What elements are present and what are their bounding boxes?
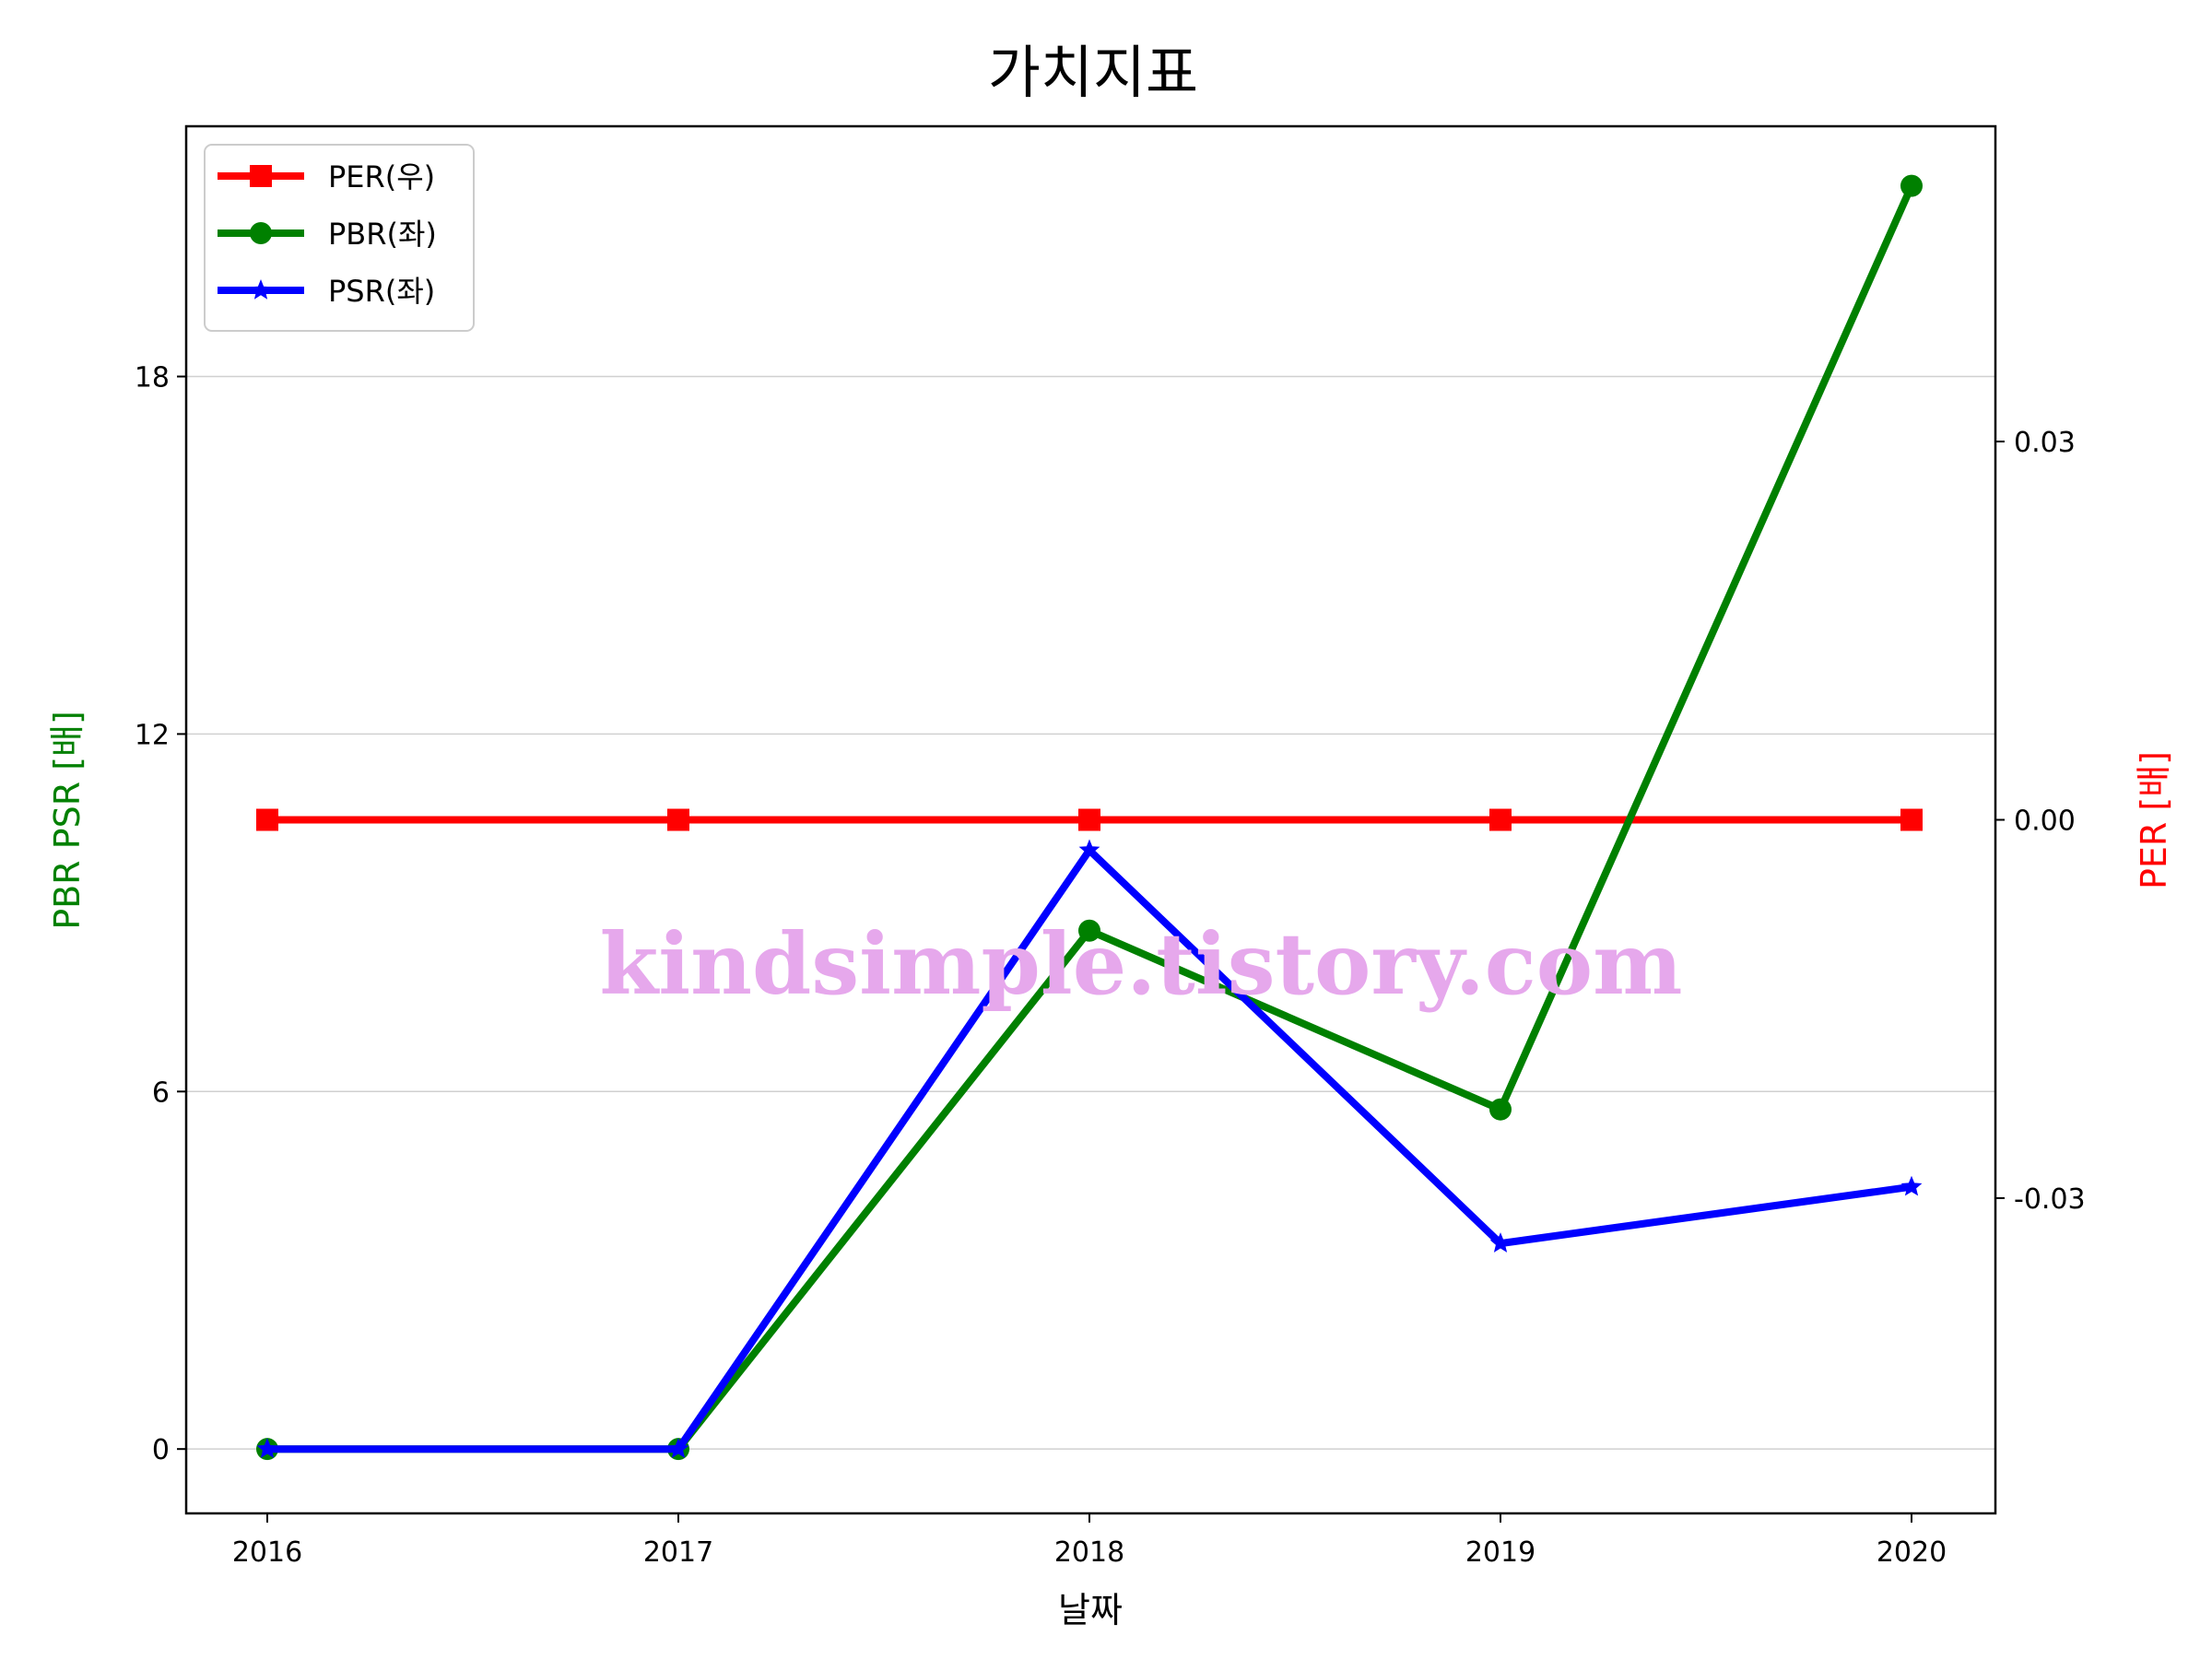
watermark-text: kindsimple.tistory.com <box>599 914 1682 1014</box>
data-point <box>1489 809 1512 831</box>
x-tick-label: 2018 <box>1054 1536 1124 1569</box>
legend-label: PSR(좌) <box>328 274 435 309</box>
data-point <box>667 809 689 831</box>
y-axis-right-label: PER [배] <box>2134 751 2174 889</box>
x-axis-label: 날짜 <box>1058 1590 1123 1630</box>
y-right-tick-label: 0.03 <box>2014 427 2076 459</box>
y-left-tick-label: 6 <box>152 1077 170 1109</box>
data-point <box>1900 175 1923 197</box>
y-left-tick-label: 12 <box>135 719 170 751</box>
legend-label: PBR(좌) <box>328 217 437 252</box>
data-point <box>1900 809 1923 831</box>
legend-marker <box>250 222 272 244</box>
x-tick-label: 2017 <box>643 1536 713 1569</box>
data-point <box>1078 809 1100 831</box>
data-point <box>256 809 278 831</box>
x-tick-label: 2020 <box>1877 1536 1947 1569</box>
x-tick-label: 2016 <box>232 1536 302 1569</box>
y-right-tick-label: 0.00 <box>2014 806 2076 838</box>
y-right-tick-label: -0.03 <box>2014 1183 2086 1216</box>
data-point <box>1489 1099 1512 1121</box>
y-left-tick-label: 0 <box>152 1434 170 1466</box>
x-tick-label: 2019 <box>1465 1536 1535 1569</box>
y-left-tick-label: 18 <box>135 362 170 394</box>
legend: PER(우) PBR(좌) PSR(좌) <box>205 145 474 331</box>
y-axis-left-label: PBR PSR [배] <box>47 711 88 930</box>
legend-marker <box>250 165 272 187</box>
legend-label: PER(우) <box>328 159 435 194</box>
chart-title: 가치지표 <box>988 39 1198 106</box>
